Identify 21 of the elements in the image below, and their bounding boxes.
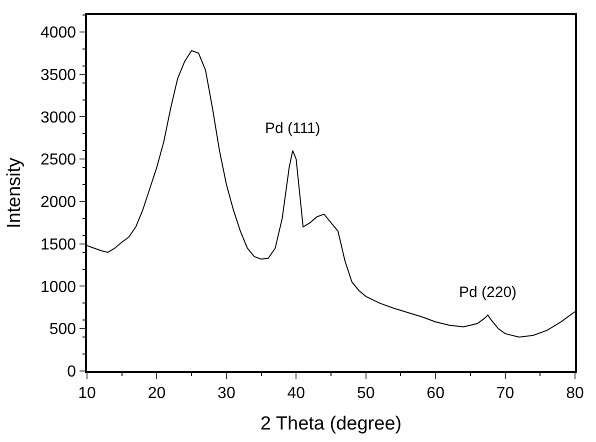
x-tick-label: 30 — [218, 384, 236, 402]
y-tick-label: 2000 — [40, 194, 76, 212]
x-tick-label: 10 — [78, 384, 96, 402]
y-tick-label: 1000 — [40, 278, 76, 296]
y-axis-title: Intensity — [4, 157, 25, 228]
x-tick-label: 40 — [287, 384, 306, 402]
x-tick-label: 60 — [426, 384, 445, 402]
x-axis-title: 2 Theta (degree) — [260, 413, 402, 434]
y-tick-label: 2500 — [40, 152, 76, 169]
y-tick-label: 3000 — [40, 109, 76, 126]
x-tick-label: 70 — [496, 384, 514, 402]
y-tick-label: 500 — [49, 321, 76, 338]
annotation: Pd (111) — [265, 120, 320, 137]
y-tick-label: 4000 — [40, 24, 76, 42]
x-tick-label: 20 — [148, 384, 166, 402]
x-tick-label: 80 — [566, 384, 584, 402]
y-tick-label: 0 — [67, 364, 76, 381]
annotation: Pd (220) — [459, 284, 517, 301]
y-tick-label: 1500 — [40, 236, 76, 254]
x-tick-label: 50 — [356, 384, 375, 402]
y-tick-label: 3500 — [40, 66, 76, 84]
